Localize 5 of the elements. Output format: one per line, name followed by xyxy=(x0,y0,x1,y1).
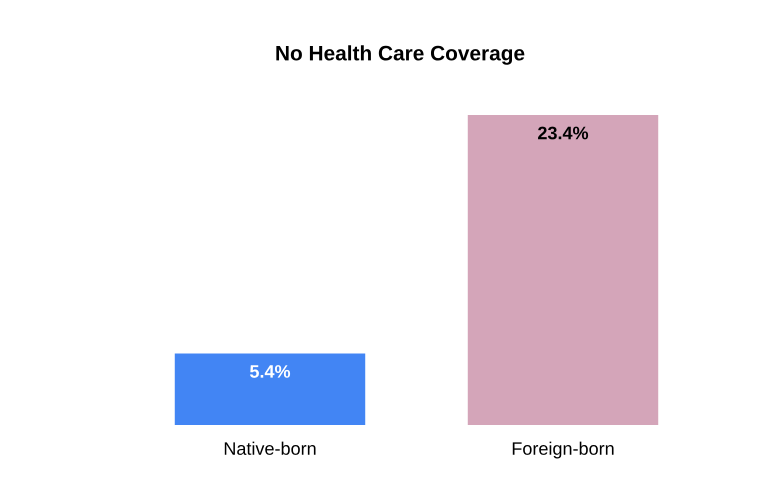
chart-title: No Health Care Coverage xyxy=(276,45,524,65)
data-label: 23.4% xyxy=(538,126,588,140)
x-tick-label: Native-born xyxy=(224,442,316,455)
data-label: 5.4% xyxy=(250,365,290,378)
x-tick-label: Foreign-born xyxy=(512,442,614,458)
